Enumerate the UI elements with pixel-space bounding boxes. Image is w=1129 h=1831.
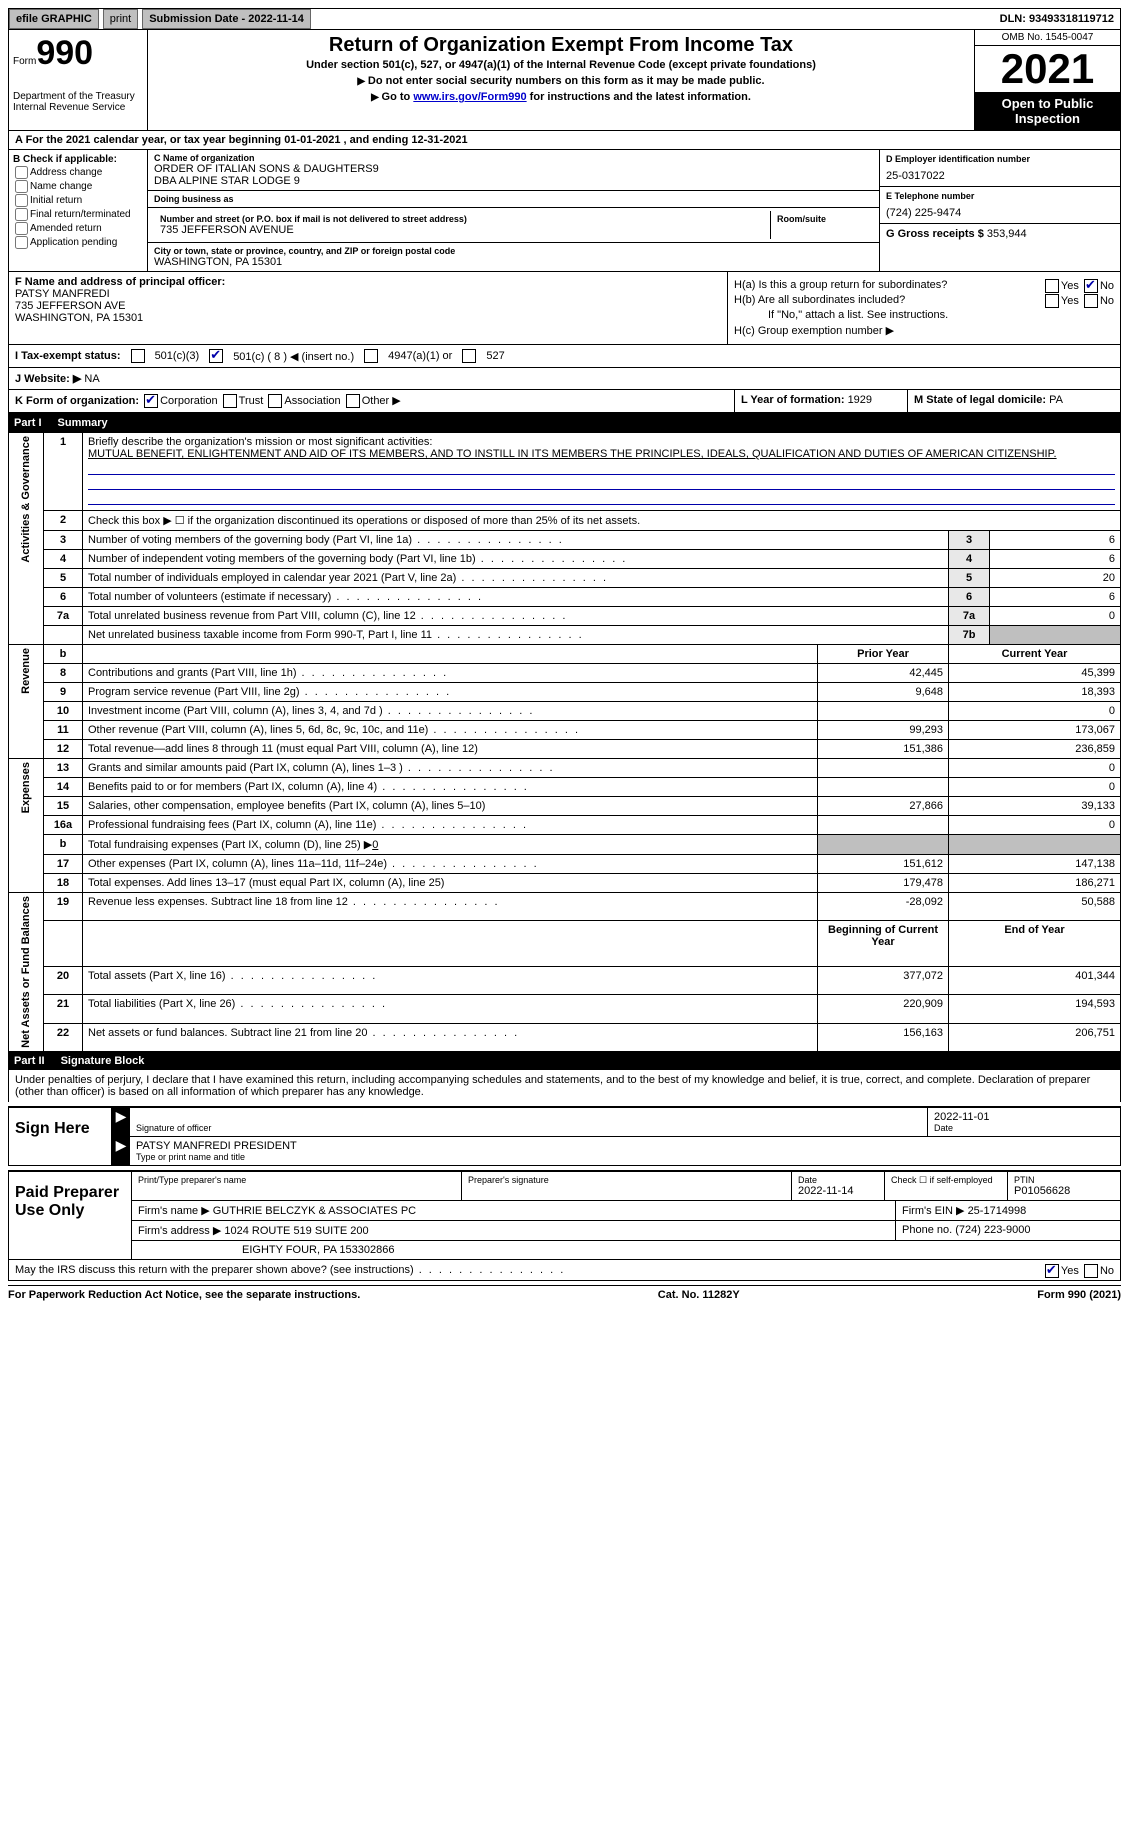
penalty-statement: Under penalties of perjury, I declare th… <box>8 1070 1121 1102</box>
officer-name: PATSY MANFREDI PRESIDENT <box>136 1140 1114 1152</box>
form-title: Return of Organization Exempt From Incom… <box>152 34 970 57</box>
cb-initial-return[interactable] <box>15 194 28 207</box>
irs-link[interactable]: www.irs.gov/Form990 <box>413 91 526 103</box>
cb-amended[interactable] <box>15 222 28 235</box>
cb-address-change[interactable] <box>15 166 28 179</box>
section-h: H(a) Is this a group return for subordin… <box>727 272 1120 344</box>
org-name: ORDER OF ITALIAN SONS & DAUGHTERS9 DBA A… <box>154 163 873 187</box>
line-j: J Website: ▶ NA <box>8 368 1121 390</box>
tax-year: 2021 <box>975 46 1120 92</box>
goto-note: Go to www.irs.gov/Form990 for instructio… <box>152 91 970 103</box>
omb-number: OMB No. 1545-0047 <box>975 30 1120 46</box>
section-de: D Employer identification number25-03170… <box>879 150 1120 271</box>
cb-final-return[interactable] <box>15 208 28 221</box>
line-m: M State of legal domicile: PA <box>907 390 1120 412</box>
part1-header: Part ISummary <box>8 414 1121 432</box>
efile-label: efile GRAPHIC <box>9 9 99 29</box>
line-l: L Year of formation: 1929 <box>734 390 907 412</box>
firm-name: GUTHRIE BELCZYK & ASSOCIATES PC <box>213 1205 416 1217</box>
section-f: F Name and address of principal officer:… <box>9 272 727 344</box>
ssn-note: Do not enter social security numbers on … <box>152 75 970 87</box>
ein: 25-0317022 <box>886 170 1114 182</box>
cb-name-change[interactable] <box>15 180 28 193</box>
phone: (724) 225-9474 <box>886 207 1114 219</box>
paid-preparer-block: Paid Preparer Use Only Print/Type prepar… <box>8 1170 1121 1260</box>
cb-app-pending[interactable] <box>15 236 28 249</box>
gross-receipts: 353,944 <box>987 228 1027 240</box>
page-footer: For Paperwork Reduction Act Notice, see … <box>8 1285 1121 1304</box>
line-i: I Tax-exempt status: 501(c)(3) 501(c) ( … <box>8 345 1121 368</box>
section-c: C Name of organizationORDER OF ITALIAN S… <box>148 150 879 271</box>
section-b: B Check if applicable: Address change Na… <box>9 150 148 271</box>
open-to-public: Open to Public Inspection <box>975 92 1120 130</box>
submission-date: Submission Date - 2022-11-14 <box>142 9 311 29</box>
discuss-row: May the IRS discuss this return with the… <box>8 1260 1121 1281</box>
form-subtitle: Under section 501(c), 527, or 4947(a)(1)… <box>152 59 970 71</box>
line-a: A For the 2021 calendar year, or tax yea… <box>8 131 1121 150</box>
org-street: 735 JEFFERSON AVENUE <box>160 224 764 236</box>
top-toolbar: efile GRAPHIC print Submission Date - 20… <box>8 8 1121 30</box>
mission-text: MUTUAL BENEFIT, ENLIGHTENMENT AND AID OF… <box>88 448 1057 460</box>
sign-here-block: Sign Here ▶ Signature of officer 2022-11… <box>8 1106 1121 1166</box>
line-k: K Form of organization: Corporation Trus… <box>9 390 734 412</box>
form-header: Form990 Department of the Treasury Inter… <box>8 30 1121 131</box>
summary-table: Activities & Governance 1 Briefly descri… <box>8 432 1121 1052</box>
dln: DLN: 93493318119712 <box>994 10 1120 28</box>
part2-header: Part IISignature Block <box>8 1052 1121 1070</box>
org-city: WASHINGTON, PA 15301 <box>154 256 873 268</box>
dept-treasury: Department of the Treasury Internal Reve… <box>13 91 143 113</box>
print-button[interactable]: print <box>103 9 138 29</box>
